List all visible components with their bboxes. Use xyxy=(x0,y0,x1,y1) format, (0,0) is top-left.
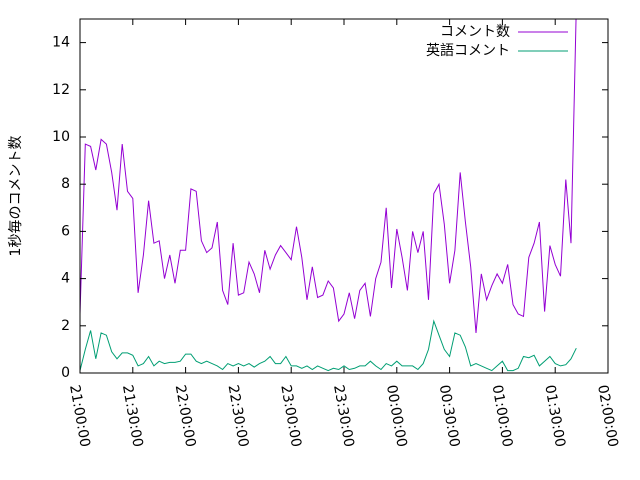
y-tick-label: 4 xyxy=(61,271,70,287)
y-tick-label: 8 xyxy=(61,176,70,192)
x-tick-label: 23:30:00 xyxy=(330,384,357,449)
y-axis-label: 1秒毎のコメント数 xyxy=(8,136,24,257)
y-tick-label: 14 xyxy=(52,35,70,51)
y-tick-label: 12 xyxy=(52,82,70,98)
x-tick-label: 00:30:00 xyxy=(436,384,463,449)
y-tick-label: 6 xyxy=(61,223,70,239)
legend-label: 英語コメント xyxy=(426,42,510,59)
x-tick-label: 23:00:00 xyxy=(277,384,304,449)
series-line xyxy=(80,319,577,372)
x-tick-label: 22:30:00 xyxy=(225,384,252,449)
x-tick-label: 01:00:00 xyxy=(489,384,516,449)
x-tick-label: 01:30:00 xyxy=(541,384,568,449)
x-tick-label: 00:00:00 xyxy=(383,384,410,449)
legend-label: コメント数 xyxy=(440,24,510,40)
series-line xyxy=(80,19,577,333)
y-tick-label: 0 xyxy=(61,365,70,381)
y-tick-label: 10 xyxy=(52,129,70,145)
y-tick-label: 2 xyxy=(61,318,70,334)
x-tick-label: 21:30:00 xyxy=(119,384,146,449)
x-tick-label: 21:00:00 xyxy=(66,384,93,449)
x-tick-label: 22:00:00 xyxy=(172,384,199,449)
x-tick-label: 02:00:00 xyxy=(594,384,621,449)
plot-frame xyxy=(79,18,609,374)
plot-area xyxy=(80,19,577,372)
